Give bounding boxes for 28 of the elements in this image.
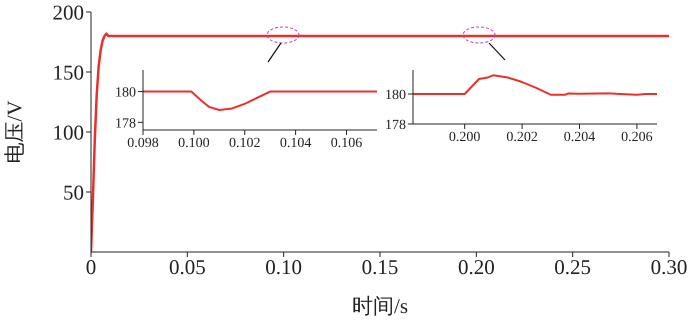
- y-tick-label: 178: [385, 118, 406, 133]
- x-tick-label: 0.106: [330, 136, 362, 151]
- x-tick-label: 0.10: [265, 254, 302, 279]
- y-tick-label: 180: [115, 86, 136, 101]
- x-tick-label: 0.098: [127, 136, 159, 151]
- x-tick-label: 0: [86, 254, 96, 279]
- x-tick-label: 0.25: [554, 254, 592, 279]
- line-series: [413, 74, 657, 96]
- x-tick-label: 0.202: [506, 130, 538, 145]
- y-tick-label: 100: [52, 120, 84, 144]
- x-tick-label: 0.206: [621, 130, 653, 145]
- line-series: [143, 90, 377, 111]
- x-tick-label: 0.05: [168, 254, 206, 279]
- x-tick-label: 0.20: [458, 254, 495, 279]
- y-tick-label: 200: [52, 0, 84, 24]
- x-tick-label: 0.30: [650, 254, 688, 279]
- x-tick-label: 0.104: [280, 136, 312, 151]
- y-tick-label: 178: [115, 116, 136, 132]
- y-axis-title: 电压/V: [2, 100, 26, 164]
- x-tick-label: 0.200: [448, 130, 480, 145]
- x-tick-label: 0.204: [564, 130, 596, 145]
- x-tick-label: 0.102: [228, 136, 260, 151]
- y-tick-label: 180: [385, 88, 406, 103]
- x-tick-label: 0.15: [362, 254, 398, 279]
- x-axis-title: 时间/s: [352, 294, 408, 318]
- y-tick-label: 50: [63, 180, 84, 204]
- y-tick-label: 150: [52, 60, 84, 84]
- x-tick-label: 0.100: [178, 136, 210, 151]
